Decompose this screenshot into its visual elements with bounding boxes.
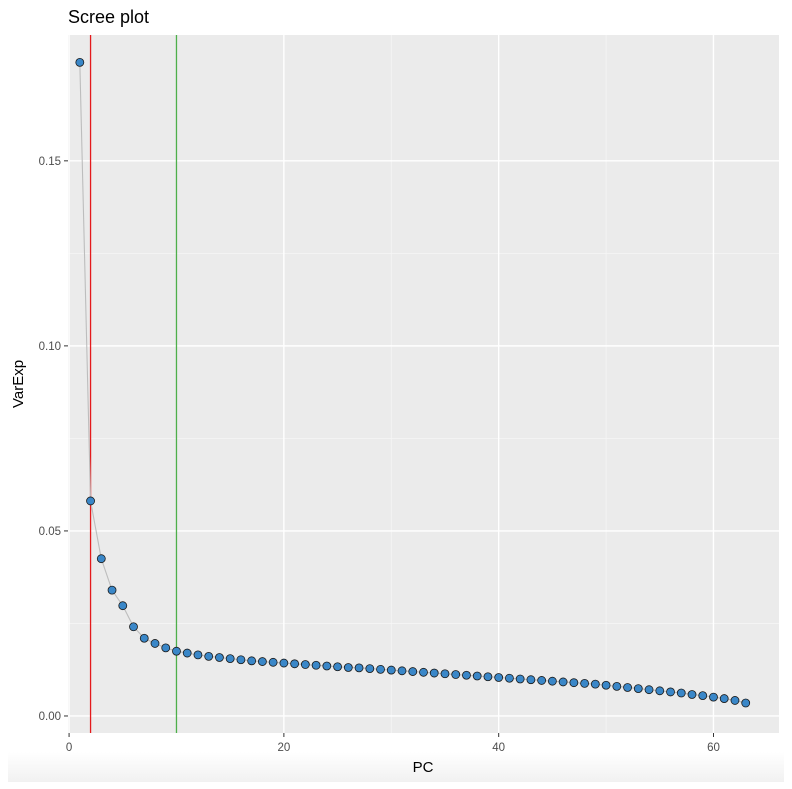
data-point (322, 661, 332, 671)
grid-major (68, 35, 779, 733)
data-point (129, 622, 138, 632)
data-point (580, 679, 590, 688)
data-point (75, 57, 85, 67)
data-point (300, 660, 310, 669)
data-point (139, 633, 149, 643)
data-point (118, 601, 128, 611)
data-point (440, 669, 450, 679)
data-point (505, 673, 514, 683)
data-point (537, 676, 547, 685)
data-point (376, 664, 385, 674)
data-point (236, 655, 246, 665)
data-point (419, 667, 428, 677)
data-point (494, 673, 504, 682)
x-axis: 0 20 40 60 (66, 733, 720, 754)
y-tick-label: 0.05 (39, 526, 61, 538)
data-point (215, 653, 224, 662)
data-point (730, 696, 740, 705)
data-point (547, 676, 557, 686)
data-point (719, 694, 729, 703)
data-point (666, 687, 675, 697)
y-tick-label: 0.00 (39, 711, 61, 723)
plot-panel (68, 35, 779, 733)
data-point (462, 670, 471, 680)
data-point (397, 666, 407, 676)
points-group (75, 57, 751, 708)
chart-title: Scree plot (68, 7, 149, 27)
data-point (247, 656, 257, 666)
y-tick-label: 0.15 (39, 156, 61, 168)
x-axis-title: PC (413, 759, 434, 776)
data-point (698, 691, 708, 701)
data-point (590, 679, 600, 689)
data-point (204, 651, 214, 661)
data-point (623, 683, 632, 692)
data-point (741, 698, 751, 708)
data-point (354, 663, 364, 673)
data-point (193, 650, 203, 660)
data-point (612, 681, 622, 691)
data-point (655, 686, 665, 696)
data-point (472, 671, 482, 681)
data-point (644, 685, 654, 695)
data-point (257, 657, 267, 666)
data-point (408, 667, 418, 676)
data-point (386, 665, 396, 675)
data-point (558, 677, 568, 687)
data-point (225, 654, 235, 664)
data-point (96, 554, 106, 564)
data-point (526, 675, 536, 685)
data-point (601, 680, 611, 690)
data-point (150, 639, 160, 648)
data-point (182, 648, 192, 658)
data-point (107, 585, 117, 595)
data-point (290, 659, 300, 669)
x-tick-label: 0 (66, 742, 72, 754)
data-point (343, 663, 353, 672)
data-point (515, 674, 525, 684)
y-tick-label: 0.10 (39, 341, 61, 353)
data-point (451, 670, 461, 679)
data-point (333, 662, 342, 672)
x-tick-label: 60 (707, 742, 720, 754)
y-axis-title: VarExp (10, 360, 27, 408)
data-point (633, 684, 643, 693)
data-point (311, 660, 321, 670)
data-point (86, 496, 95, 506)
data-point (172, 646, 181, 656)
reference-lines (89, 35, 178, 733)
data-point (279, 658, 289, 668)
data-point (483, 672, 493, 682)
x-tick-label: 20 (277, 742, 290, 754)
data-point (161, 643, 171, 653)
data-point (569, 678, 579, 688)
data-point (268, 657, 278, 667)
data-point (365, 664, 375, 674)
data-point (687, 690, 697, 699)
bottom-strip (8, 752, 784, 782)
data-point (429, 668, 439, 678)
data-point (676, 688, 686, 698)
data-point (709, 692, 718, 702)
x-tick-label: 40 (492, 742, 505, 754)
y-axis: 0.00 0.05 0.10 0.15 (39, 156, 68, 723)
